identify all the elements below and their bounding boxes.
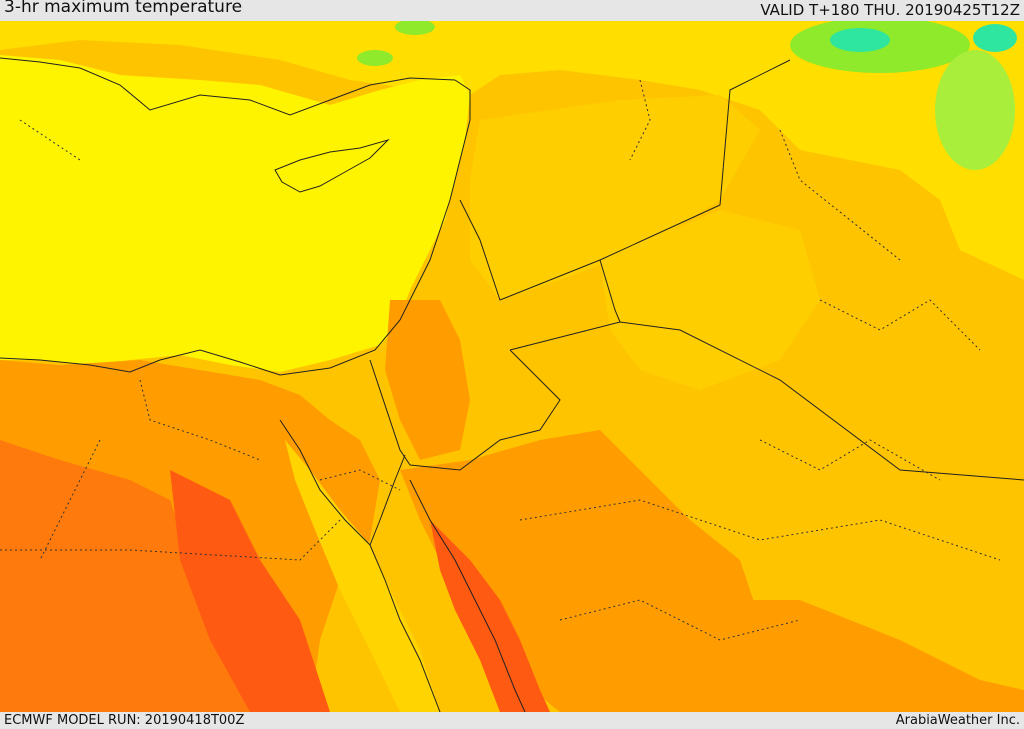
map-header: 3-hr maximum temperature VALID T+180 THU… bbox=[0, 0, 1024, 21]
egypt-hot-zone bbox=[0, 440, 270, 712]
levant-zone bbox=[385, 300, 470, 460]
iraq-west-zone bbox=[600, 210, 820, 390]
mediterranean-sea bbox=[0, 55, 470, 372]
cool-zone-turkey bbox=[357, 50, 393, 66]
saudi-south-zone bbox=[700, 600, 1024, 712]
map-footer: ECMWF MODEL RUN: 20190418T00Z ArabiaWeat… bbox=[0, 712, 1024, 729]
country-borders bbox=[369, 59, 1024, 481]
syria-zone bbox=[470, 95, 760, 300]
valid-time: VALID T+180 THU. 20190425T12Z bbox=[760, 1, 1020, 19]
cool-zone-east bbox=[935, 50, 1015, 170]
coastlines bbox=[0, 57, 526, 712]
brand-credit: ArabiaWeather Inc. bbox=[895, 713, 1020, 728]
cold-zone-ne bbox=[830, 28, 890, 52]
hejaz-hot-zone bbox=[430, 520, 550, 712]
north-warm-zone bbox=[0, 21, 1024, 280]
cool-zone-north bbox=[395, 21, 435, 35]
model-run: ECMWF MODEL RUN: 20190418T00Z bbox=[4, 713, 245, 728]
cold-zone-far-ne bbox=[973, 24, 1017, 52]
internal-borders bbox=[0, 79, 1001, 641]
nile-hot-zone bbox=[170, 470, 330, 712]
temperature-map[interactable] bbox=[0, 21, 1024, 712]
map-canvas bbox=[0, 21, 1024, 712]
map-title: 3-hr maximum temperature bbox=[4, 0, 243, 17]
red-sea bbox=[285, 440, 440, 712]
